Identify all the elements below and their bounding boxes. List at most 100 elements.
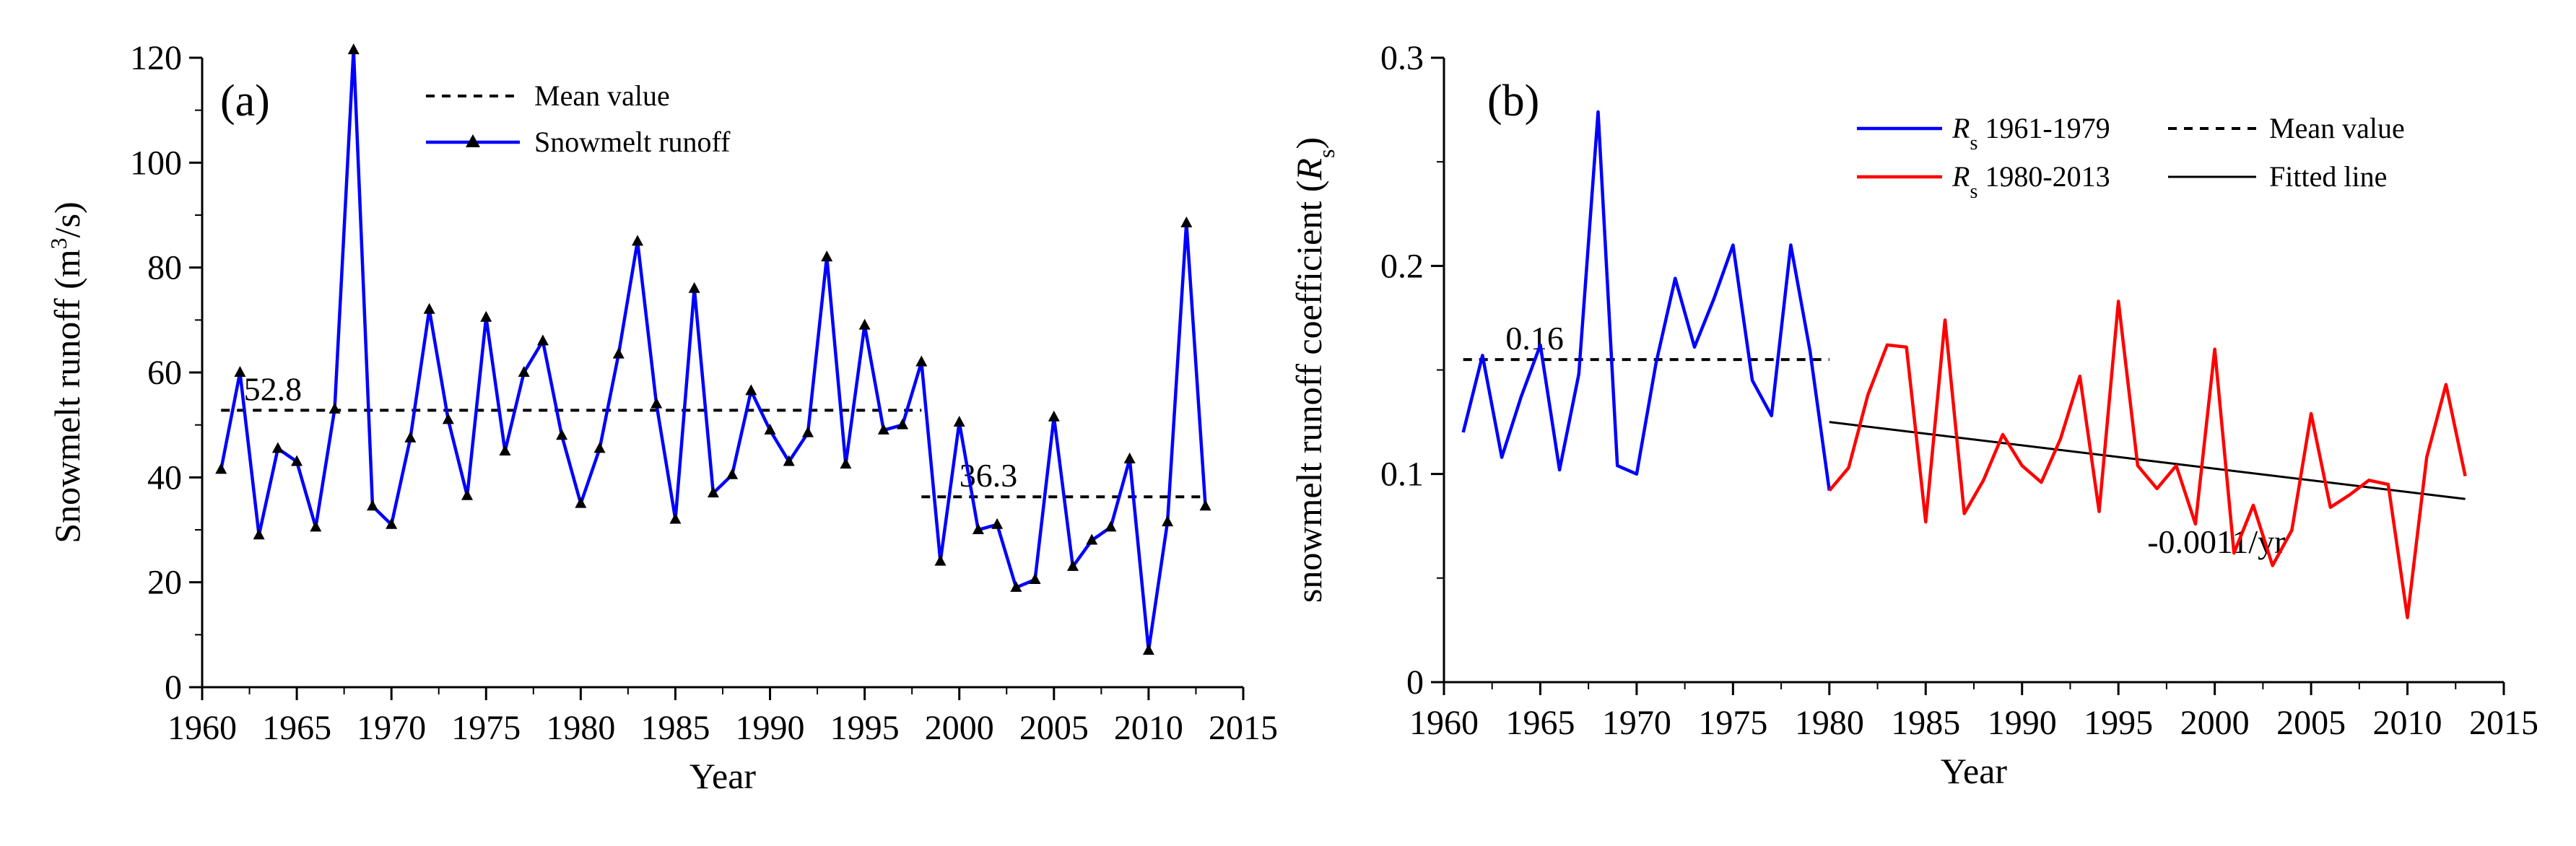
data-point <box>1067 559 1079 571</box>
data-point <box>632 235 644 246</box>
data-point <box>953 416 965 427</box>
data-point <box>650 397 663 409</box>
data-point <box>518 366 530 377</box>
mean-value-label: 0.16 <box>1505 320 1564 357</box>
data-point <box>593 442 606 453</box>
y-tick-label: 20 <box>147 564 182 602</box>
y-tick-label: 0 <box>165 668 182 707</box>
x-tick-label: 1975 <box>451 709 521 747</box>
legend-label-fitted: Fitted line <box>2269 160 2387 193</box>
data-point <box>556 429 568 440</box>
legend-label-years: 1980-2013 <box>1977 160 2110 193</box>
data-point <box>1086 533 1098 545</box>
data-point <box>442 413 454 424</box>
data-point <box>1048 410 1060 422</box>
data-point <box>1010 580 1022 592</box>
data-point <box>480 310 492 322</box>
data-point <box>915 355 928 367</box>
data-point <box>271 442 284 453</box>
data-point <box>1123 452 1136 463</box>
x-tick-label: 1965 <box>1505 704 1575 742</box>
x-tick-label: 1990 <box>736 709 805 747</box>
x-tick-label: 1995 <box>830 709 900 747</box>
data-point <box>934 554 947 566</box>
legend-marker-triangle <box>466 134 480 147</box>
x-axis-title: Year <box>1941 751 2007 791</box>
legend-label-runoff: Snowmelt runoff <box>534 126 731 158</box>
data-point <box>801 426 814 437</box>
y-axis-title: Snowmelt runoff (m3/s) <box>45 201 87 543</box>
legend-label-italic: R <box>1951 160 1970 193</box>
data-point <box>366 500 378 511</box>
data-point <box>972 523 984 534</box>
legend-label-mean: Mean value <box>2269 112 2405 144</box>
y-axis-title-text: Snowmelt runoff (m <box>47 249 87 543</box>
legend-label-rs: Rs 1980-2013 <box>1951 160 2110 203</box>
panel-label: (b) <box>1487 77 1539 126</box>
y-tick-label: 40 <box>147 458 182 497</box>
legend-label-years: 1961-1979 <box>1977 112 2110 144</box>
data-point <box>764 423 776 435</box>
y-tick-label: 120 <box>130 39 182 77</box>
x-tick-label: 1970 <box>1602 704 1671 742</box>
y-axis-title-sub: s <box>1313 149 1339 158</box>
fitted-line <box>1829 421 2466 500</box>
x-tick-label: 1960 <box>167 709 237 747</box>
y-axis-title-text: snowmelt runoff coefficient ( <box>1289 180 1329 603</box>
legend-label-sub: s <box>1970 132 1977 154</box>
data-point <box>234 366 246 377</box>
data-point <box>499 445 511 455</box>
data-point <box>310 520 322 532</box>
data-point <box>858 318 871 330</box>
data-point <box>536 334 549 346</box>
data-point <box>669 513 682 524</box>
data-point <box>821 250 833 262</box>
x-axis-title: Year <box>689 756 756 796</box>
data-point <box>1162 515 1174 527</box>
x-tick-label: 1990 <box>1988 704 2057 742</box>
data-point <box>877 423 889 435</box>
data-point <box>1199 500 1211 511</box>
x-tick-label: 1985 <box>640 709 710 747</box>
x-tick-label: 1980 <box>1795 704 1864 742</box>
data-point <box>1105 520 1117 532</box>
x-tick-label: 1970 <box>357 709 426 747</box>
y-tick-label: 80 <box>147 249 182 287</box>
data-point <box>291 455 303 466</box>
y-axis-title-sup: 3 <box>45 237 71 249</box>
y-tick-label: 60 <box>147 354 182 392</box>
panel-a: 1960 1965 1970 1975 1980 1985 1990 1995 2000 2005… <box>45 39 1278 796</box>
mean-value-label: 52.8 <box>244 370 303 407</box>
y-tick-label: 0 <box>1406 663 1424 702</box>
x-tick-label: 2005 <box>1019 709 1089 747</box>
data-point <box>783 455 795 466</box>
x-tick-label: 2015 <box>2469 704 2538 742</box>
y-axis-title-suffix: ) <box>1289 137 1329 149</box>
data-point <box>1180 216 1193 227</box>
series-line <box>1828 300 2467 619</box>
x-tick-label: 2010 <box>1114 709 1183 747</box>
y-axis-title: snowmelt runoff coefficient (Rs) <box>1289 137 1339 603</box>
data-point <box>688 282 700 293</box>
data-point <box>1029 573 1041 585</box>
x-tick-label: 2015 <box>1209 709 1278 747</box>
data-point <box>386 518 398 529</box>
legend-label-italic: R <box>1951 112 1970 144</box>
y-tick-label: 0.1 <box>1380 455 1424 494</box>
x-tick-label: 1965 <box>262 709 331 747</box>
data-point <box>461 489 474 500</box>
legend-label-mean: Mean value <box>534 79 670 112</box>
data-point <box>423 302 435 314</box>
x-tick-label: 1975 <box>1698 704 1767 742</box>
data-point <box>575 497 587 508</box>
x-tick-label: 1985 <box>1891 704 1960 742</box>
data-point <box>991 518 1004 529</box>
data-point <box>612 347 625 359</box>
panel-label: (a) <box>220 77 270 126</box>
data-point <box>840 458 852 469</box>
x-tick-label: 2010 <box>2373 704 2442 742</box>
y-tick-label: 0.2 <box>1380 247 1424 285</box>
x-tick-label: 1980 <box>546 709 615 747</box>
x-tick-label: 2005 <box>2276 704 2346 742</box>
